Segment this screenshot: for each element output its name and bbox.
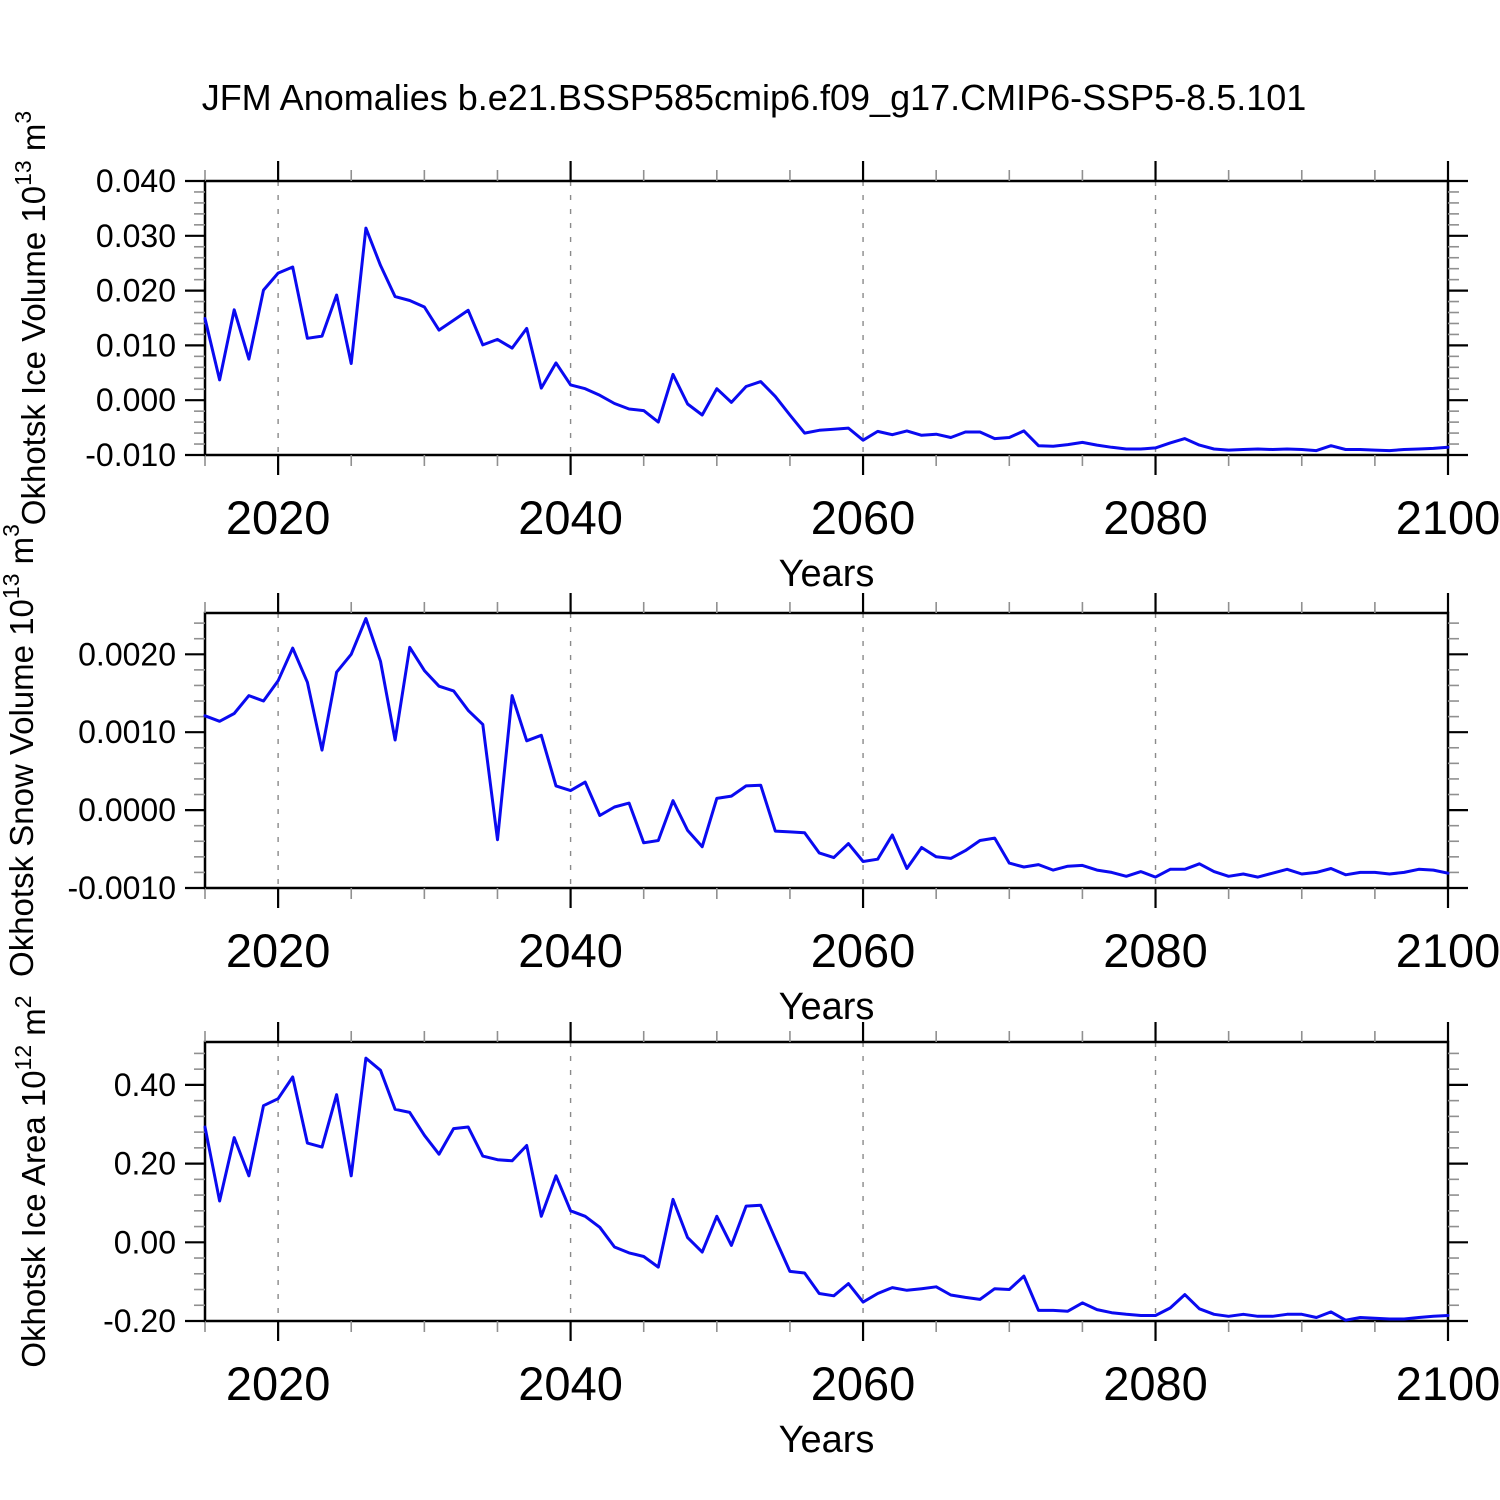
x-tick-label: 2060 [811,491,916,544]
x-tick-label: 2080 [1103,1357,1208,1410]
y-tick-label: 0.0000 [78,792,176,828]
x-tick-label: 2040 [518,491,623,544]
x-axis-title: Years [779,986,875,1028]
x-tick-label: 2020 [226,1357,331,1410]
y-tick-label: 0.40 [114,1067,176,1103]
okhotsk-ice-area-line [203,1056,1450,1322]
x-tick-label: 2080 [1103,491,1208,544]
y-tick-label: 0.20 [114,1146,176,1182]
y-tick-label: 0.030 [96,218,176,254]
y-tick-label: 0.0020 [78,636,176,672]
y-axis-title: Okhotsk Snow Volume 1013 m3 [0,524,40,977]
y-tick-label: 0.040 [96,163,176,199]
x-tick-label: 2100 [1396,491,1500,544]
y-axis-title: Okhotsk Ice Volume 1013 m3 [10,111,52,525]
figure-title: JFM Anomalies b.e21.BSSP585cmip6.f09_g17… [202,77,1307,118]
panel-frame [203,611,1450,890]
y-tick-label: 0.00 [114,1224,176,1260]
x-tick-label: 2040 [518,924,623,977]
okhotsk-ice-volume-line [203,226,1450,453]
okhotsk-snow-volume-line [203,617,1450,879]
x-tick-label: 2100 [1396,924,1500,977]
x-axis-title: Years [779,553,875,595]
x-tick-label: 2020 [226,491,331,544]
y-axis-title: Okhotsk Ice Area 1012 m2 [10,995,52,1367]
y-tick-label: 0.0010 [78,714,176,750]
x-tick-label: 2080 [1103,924,1208,977]
x-tick-label: 2060 [811,1357,916,1410]
x-tick-label: 2100 [1396,1357,1500,1410]
panel-frame [203,1040,1450,1323]
y-tick-label: 0.000 [96,382,176,418]
x-tick-label: 2040 [518,1357,623,1410]
x-axis-title: Years [779,1419,875,1461]
y-tick-label: 0.020 [96,273,176,309]
x-tick-label: 2020 [226,924,331,977]
y-tick-label: 0.010 [96,327,176,363]
y-tick-label: -0.0010 [67,870,176,906]
y-tick-label: -0.20 [103,1303,176,1339]
panel-frame [203,179,1450,457]
y-tick-label: -0.010 [85,437,176,473]
x-tick-label: 2060 [811,924,916,977]
